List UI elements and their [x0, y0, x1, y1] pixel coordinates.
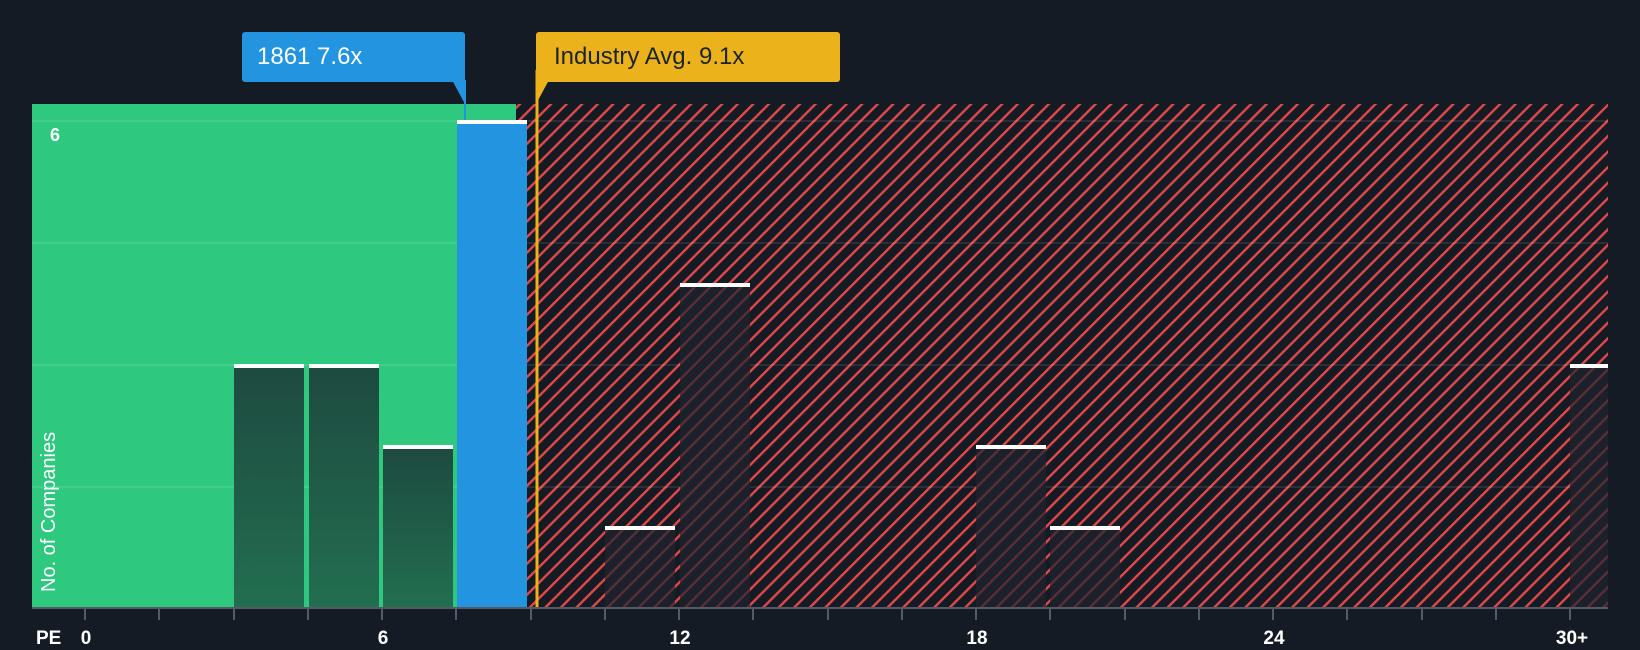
x-axis-ticks	[84, 608, 1571, 620]
company-callout-pointer	[452, 80, 465, 104]
x-tick-0: 0	[80, 628, 92, 649]
bar-19.5-21[interactable]	[1050, 527, 1120, 607]
x-tick-18: 18	[966, 628, 988, 649]
bar-6-7.5[interactable]	[383, 446, 453, 607]
bar-18-19.5[interactable]	[976, 446, 1046, 607]
x-tick-30-plus: 30+	[1555, 628, 1589, 649]
x-tick-6: 6	[377, 628, 389, 649]
bar-12-13.5[interactable]	[680, 284, 750, 607]
industry-average-callout: Industry Avg. 9.1x	[536, 32, 840, 82]
x-tick-12: 12	[669, 628, 691, 649]
x-axis-label: PE	[36, 628, 62, 649]
company-pe-callout: 1861 7.6x	[242, 32, 465, 82]
company-bar-7.5-9[interactable]	[457, 121, 527, 607]
y-axis-label: No. of Companies	[38, 431, 60, 592]
bar-4.5-6[interactable]	[309, 365, 379, 607]
bar-3-4.5[interactable]	[234, 365, 304, 607]
bar-30-plus[interactable]	[1570, 365, 1608, 607]
y-axis-top-tick: 6	[50, 125, 61, 145]
x-tick-24: 24	[1263, 628, 1285, 649]
bar-10.5-12[interactable]	[605, 527, 675, 607]
industry-callout-pointer	[536, 80, 549, 104]
bars	[234, 120, 1608, 607]
